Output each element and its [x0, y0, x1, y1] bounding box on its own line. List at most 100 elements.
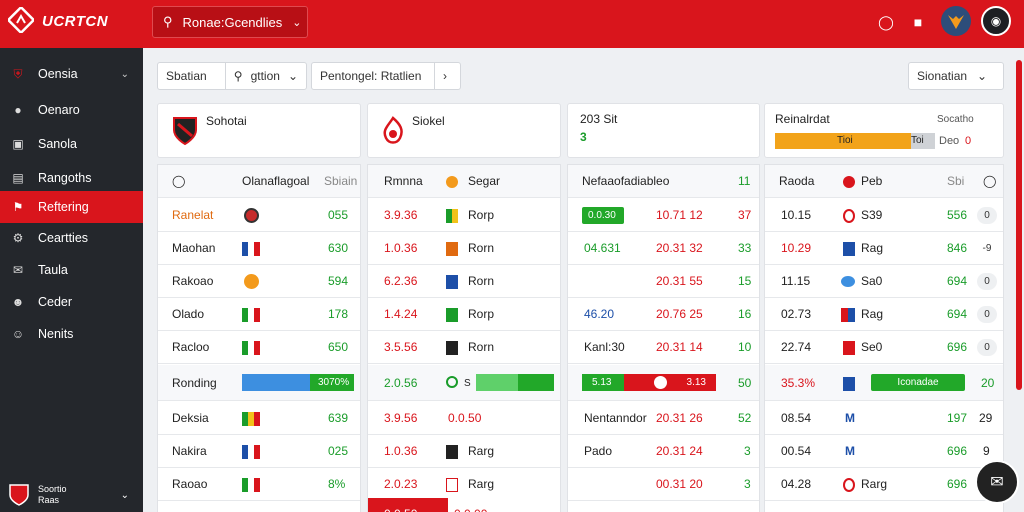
- table-row[interactable]: 00.54 M 696 9: [765, 435, 1003, 468]
- table-row[interactable]: 1.0.36 Rarg: [368, 435, 560, 468]
- table-row[interactable]: Raoao 8%: [158, 468, 360, 501]
- table-row[interactable]: 10.29 Rag 846 -9: [765, 232, 1003, 265]
- toggle-button[interactable]: -9: [977, 240, 997, 257]
- feature-row[interactable]: Ronding 3070%: [158, 365, 360, 401]
- brand-logo-icon[interactable]: [8, 7, 34, 33]
- table-row[interactable]: 0.0.30 10.71 12 37: [568, 199, 759, 232]
- shield-icon[interactable]: ◯: [983, 174, 997, 188]
- home-icon[interactable]: ■: [913, 14, 923, 30]
- table-row[interactable]: [765, 501, 1003, 512]
- sidebar-item-taula[interactable]: ✉ Taula: [0, 254, 143, 286]
- search-option-button[interactable]: gttion: [250, 69, 280, 83]
- table-row[interactable]: Olado 178: [158, 298, 360, 331]
- table-row[interactable]: 3.9.36 Rorp: [368, 199, 560, 232]
- brand-name[interactable]: UCRTCN: [42, 13, 109, 30]
- sidebar-item-oenaro[interactable]: ● Oenaro: [0, 94, 143, 126]
- row-tag: Rarg: [861, 477, 888, 491]
- info-icon[interactable]: ◯: [172, 174, 186, 188]
- sidebar-footer[interactable]: Soortio Raas ⌄: [0, 478, 143, 512]
- table-row[interactable]: 20.31 55 15: [568, 265, 759, 298]
- table-row[interactable]: Nentanndor 20.31 26 52: [568, 402, 759, 435]
- sidebar-item-ceartties[interactable]: ⚙ Ceartties: [0, 222, 143, 254]
- table-row[interactable]: 00.31 20 3: [568, 468, 759, 501]
- row-value: 10.15: [781, 208, 812, 222]
- sidebar-item-rangoths[interactable]: ▤ Rangoths: [0, 162, 143, 194]
- feature-row[interactable]: 2.0.56 S: [368, 365, 560, 401]
- row-tag: 0.0.50: [448, 411, 482, 425]
- toggle-button[interactable]: 0: [977, 273, 997, 290]
- table-row[interactable]: Rakoao 594: [158, 265, 360, 298]
- feature-bar: [476, 374, 554, 391]
- sidebar-item-ceder[interactable]: ☻ Ceder: [0, 286, 143, 318]
- filter-group[interactable]: Sbatian ⚲ gttion ⌄: [157, 62, 307, 90]
- primary-dropdown[interactable]: Pentongel: Rtatlien ›: [311, 62, 461, 90]
- table-row[interactable]: Kanl:30 20.31 14 10: [568, 331, 759, 364]
- table-row[interactable]: 3.9.56 0.0.50: [368, 402, 560, 435]
- table-row[interactable]: 6.2.36 Rorn: [368, 265, 560, 298]
- table-row[interactable]: Daralia: [158, 501, 360, 512]
- chevron-down-icon[interactable]: ⌄: [120, 489, 129, 501]
- header-search[interactable]: ⚲ Ronae:Gcendlies ⌄: [152, 6, 308, 38]
- row-tag: Rorn: [468, 274, 495, 288]
- flag-icon: [841, 308, 855, 322]
- table-row[interactable]: Maohan 630: [158, 232, 360, 265]
- sidebar-item-reftering[interactable]: ⚑ Reftering: [0, 191, 143, 223]
- row-score: 696: [947, 477, 968, 491]
- table-header: Nefaaofadiableo 11: [568, 165, 759, 198]
- row-score: 696: [947, 444, 968, 458]
- table-row[interactable]: 3.5.56 Rorn: [368, 331, 560, 364]
- team-card-2[interactable]: Siokel: [367, 103, 561, 158]
- sidebar-item-oensia[interactable]: ⛨ Oensia ⌄: [0, 58, 143, 90]
- table-row[interactable]: 1.4.24 Rorp: [368, 298, 560, 331]
- table-row[interactable]: Pado 20.31 24 3: [568, 435, 759, 468]
- table-row[interactable]: 10.15 S39 556 0: [765, 199, 1003, 232]
- chevron-right-icon[interactable]: ›: [443, 69, 447, 83]
- table-row[interactable]: 0.0.50 0.0.00: [368, 498, 560, 512]
- table-row[interactable]: 02.73 Rag 694 0: [765, 298, 1003, 331]
- user-avatar[interactable]: ◉: [981, 6, 1011, 36]
- table-row[interactable]: 46.20 20.76 25 16: [568, 298, 759, 331]
- filter-button[interactable]: Sbatian: [166, 69, 207, 83]
- table-row[interactable]: 04.28 Rarg 696: [765, 468, 1003, 501]
- team-avatar[interactable]: [941, 6, 971, 36]
- chevron-down-icon[interactable]: ⌄: [292, 16, 302, 29]
- toggle-button[interactable]: 0: [977, 306, 997, 323]
- table-row[interactable]: 08.54 M 197 29: [765, 402, 1003, 435]
- table-row[interactable]: Deksia 639: [158, 402, 360, 435]
- table-row[interactable]: 1.0.36 Rorn: [368, 232, 560, 265]
- table-row[interactable]: [568, 501, 759, 512]
- table-row[interactable]: Racloo 650: [158, 331, 360, 364]
- chat-button[interactable]: ✉: [975, 460, 1019, 504]
- sidebar-item-nenits[interactable]: ☺ Nenits: [0, 318, 143, 350]
- stats-card[interactable]: 203 Sit 3: [567, 103, 760, 158]
- row-value: 04.28: [781, 477, 812, 491]
- crest-icon: [843, 176, 855, 188]
- user-icon: ●: [14, 103, 22, 117]
- search-icon[interactable]: ⚲: [233, 69, 243, 83]
- table-row[interactable]: 2.0.23 Rarg: [368, 468, 560, 501]
- sort-dropdown[interactable]: Sionatian ⌄: [908, 62, 1004, 90]
- sidebar-item-sanola[interactable]: ▣ Sanola: [0, 128, 143, 160]
- header-col-a: Rmnna: [384, 174, 423, 188]
- feature-row[interactable]: 35.3% Iconadae 20: [765, 365, 1003, 401]
- scrollbar[interactable]: [1016, 60, 1022, 390]
- row-tag: M: [845, 444, 855, 458]
- footer-line2: Raas: [38, 495, 60, 505]
- table-row[interactable]: Nakira 025: [158, 435, 360, 468]
- table-row[interactable]: 22.74 Se0 696 0: [765, 331, 1003, 364]
- bell-icon[interactable]: ◯: [878, 13, 894, 30]
- flag-icon: [446, 275, 458, 289]
- progress-card[interactable]: Reinalrdat Socatho Tioi Toi Deo 0: [764, 103, 1004, 158]
- toggle-button[interactable]: 0: [977, 339, 997, 356]
- table-row[interactable]: 04.631 20.31 32 33: [568, 232, 759, 265]
- table-row[interactable]: Ranelat 055: [158, 199, 360, 232]
- toggle-button[interactable]: 0: [977, 207, 997, 224]
- team-card-1[interactable]: Sohotai: [157, 103, 361, 158]
- row-score: 696: [947, 340, 968, 354]
- table-row[interactable]: 11.15 Sa0 694 0: [765, 265, 1003, 298]
- chevron-down-icon[interactable]: ⌄: [977, 69, 988, 83]
- chevron-down-icon[interactable]: ⌄: [287, 69, 298, 83]
- row-tag: Rag: [861, 307, 884, 321]
- chevron-down-icon[interactable]: ⌄: [120, 68, 129, 80]
- feature-row[interactable]: 5.13 3.13 50: [568, 365, 759, 401]
